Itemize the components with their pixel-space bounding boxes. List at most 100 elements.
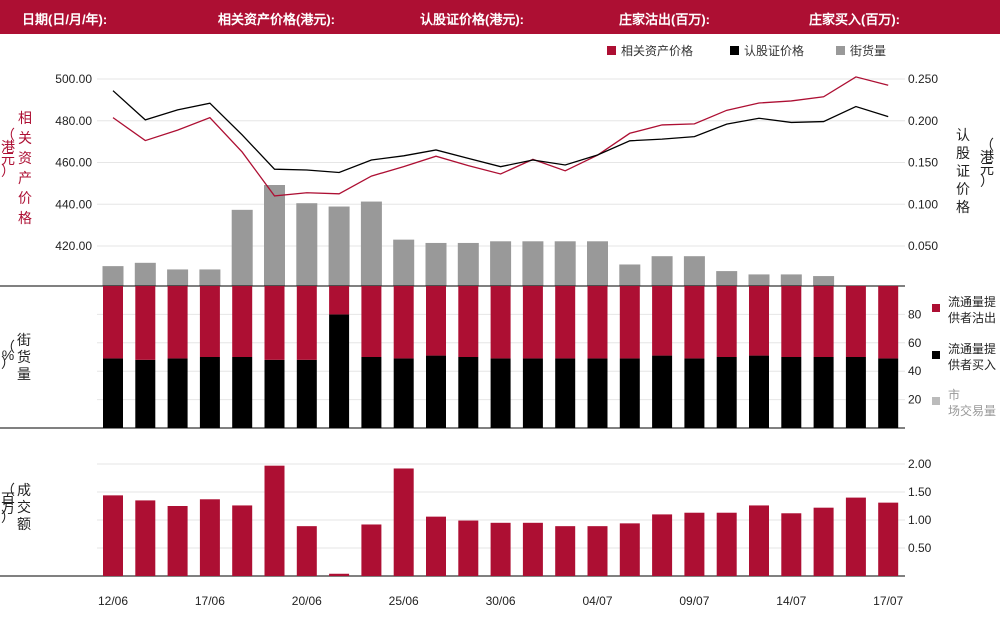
outstanding-bar: [199, 269, 221, 286]
y-bottom-tick-label: 0.50: [908, 541, 932, 555]
y-right-axis-title-unit: 元: [980, 161, 994, 177]
outstanding-bar: [490, 241, 512, 286]
market-maker-buy-bar: [716, 357, 737, 428]
y-left-tick-label: 440.00: [55, 197, 92, 211]
market-maker-buy-bar: [103, 358, 123, 428]
market-maker-sell-bar: [587, 286, 608, 359]
market-maker-sell-bar: [458, 286, 479, 357]
x-tick-label: 12/06: [98, 594, 128, 608]
turnover-bar: [232, 505, 253, 576]
y-bottom-axis-title-unit: （: [1, 482, 15, 498]
y-left-axis-title-char: 格: [18, 210, 32, 226]
y-right-axis-title-char: 认: [956, 127, 970, 143]
outstanding-bar: [522, 241, 544, 286]
underlying-price-line: [112, 76, 889, 197]
turnover-bar: [878, 502, 899, 576]
y-middle-axis-title-char: 量: [17, 366, 31, 382]
market-maker-sell-bar: [361, 286, 382, 357]
y-left-tick-label: 500.00: [55, 72, 92, 86]
market-maker-buy-bar: [135, 359, 156, 428]
outstanding-bar: [264, 185, 285, 286]
outstanding-bar: [813, 276, 835, 286]
legend-outstanding-swatch: [836, 46, 845, 55]
y-bottom-axis-title-unit: ）: [1, 509, 15, 525]
outstanding-bar: [425, 242, 447, 286]
turnover-bar: [199, 499, 220, 576]
y-left-tick-label: 460.00: [55, 156, 92, 170]
market-maker-sell-bar: [199, 286, 220, 357]
market-maker-buy-bar: [813, 357, 834, 428]
market-maker-sell-bar: [264, 286, 285, 360]
market-maker-sell-bar: [296, 286, 317, 360]
y-left-tick-label: 480.00: [55, 114, 92, 128]
market-maker-buy-bar: [426, 355, 446, 428]
y-bottom-tick-label: 2.00: [908, 457, 932, 471]
y-left-axis-title-unit: （: [1, 127, 15, 143]
turnover-bar: [619, 523, 640, 576]
warrant-price-label: 认股证价格(港元):: [420, 12, 524, 27]
market-maker-sell-bar: [684, 286, 705, 359]
market-maker-sell-bar: [522, 286, 543, 359]
outstanding-bar: [780, 274, 802, 286]
y-middle-axis-title-char: 货: [17, 349, 31, 365]
market-maker-buy-bar: [329, 314, 350, 428]
y-bottom-axis-title-char: 成: [17, 482, 31, 498]
legend-buy-label-line1: 流通量提: [948, 341, 996, 356]
date-label: 日期(日/月/年):: [22, 12, 108, 27]
market-maker-sell-label: 庄家沽出(百万):: [619, 12, 710, 27]
legend-outstanding-label: 街货量: [850, 43, 886, 58]
market-maker-sell-bar: [103, 286, 123, 359]
x-tick-label: 14/07: [776, 594, 806, 608]
legend-underlying-label: 相关资产价格: [621, 43, 693, 58]
y-right-axis-title-char: 格: [956, 199, 970, 215]
info-header-bar: 日期(日/月/年): 相关资产价格(港元): 认股证价格(港元): 庄家沽出(百…: [0, 0, 1000, 34]
turnover-bar: [167, 506, 188, 576]
legend-warrant-label: 认股证价格: [744, 43, 804, 58]
market-maker-buy-bar: [684, 358, 705, 428]
y-left-axis-title-char: 产: [18, 170, 32, 186]
turnover-bar: [716, 512, 737, 576]
y-left-axis-title-char: 关: [18, 130, 32, 146]
y-middle-tick-label: 40: [908, 364, 922, 378]
y-right-axis-title-char: 股: [956, 145, 970, 161]
y-right-tick-label: 0.250: [908, 72, 938, 86]
market-maker-sell-bar: [167, 286, 188, 359]
market-maker-sell-bar: [813, 286, 834, 357]
outstanding-bar: [102, 266, 124, 286]
turnover-bar: [361, 524, 382, 576]
outstanding-bar: [651, 256, 673, 286]
y-right-axis-title-unit: ）: [980, 173, 994, 189]
market-maker-buy-bar: [587, 358, 608, 428]
turnover-bar: [393, 468, 414, 576]
market-maker-sell-bar: [878, 286, 899, 359]
market-maker-buy-bar: [264, 359, 285, 428]
turnover-bar: [813, 507, 834, 576]
y-bottom-tick-label: 1.50: [908, 485, 932, 499]
market-maker-buy-bar: [393, 358, 414, 428]
legend-sell-label-line2: 供者沽出: [948, 311, 996, 325]
outstanding-bar: [619, 264, 641, 286]
turnover-bar: [652, 514, 673, 576]
legend-market-swatch: [932, 397, 940, 405]
market-maker-sell-bar: [135, 286, 156, 360]
market-maker-buy-bar: [555, 358, 576, 428]
turnover-bar: [587, 526, 608, 576]
y-left-axis-title-unit: 港: [1, 139, 15, 155]
turnover-bar: [749, 505, 769, 576]
turnover-bar: [135, 500, 156, 576]
legend-sell-swatch: [932, 304, 940, 312]
turnover-bar: [103, 495, 123, 576]
market-maker-sell-bar: [490, 286, 511, 359]
market-maker-buy-bar: [619, 358, 640, 428]
outstanding-bar: [393, 239, 415, 286]
y-middle-axis-title-char: 街: [17, 332, 31, 348]
y-left-axis-title-char: 相: [18, 110, 32, 126]
market-maker-sell-bar: [329, 286, 350, 315]
market-maker-buy-bar: [845, 357, 866, 428]
x-tick-label: 20/06: [292, 594, 322, 608]
market-maker-buy-bar: [296, 359, 317, 428]
legend-underlying-swatch: [607, 46, 616, 55]
y-right-tick-label: 0.100: [908, 197, 938, 211]
x-tick-label: 17/06: [195, 594, 225, 608]
turnover-bar: [522, 522, 543, 576]
